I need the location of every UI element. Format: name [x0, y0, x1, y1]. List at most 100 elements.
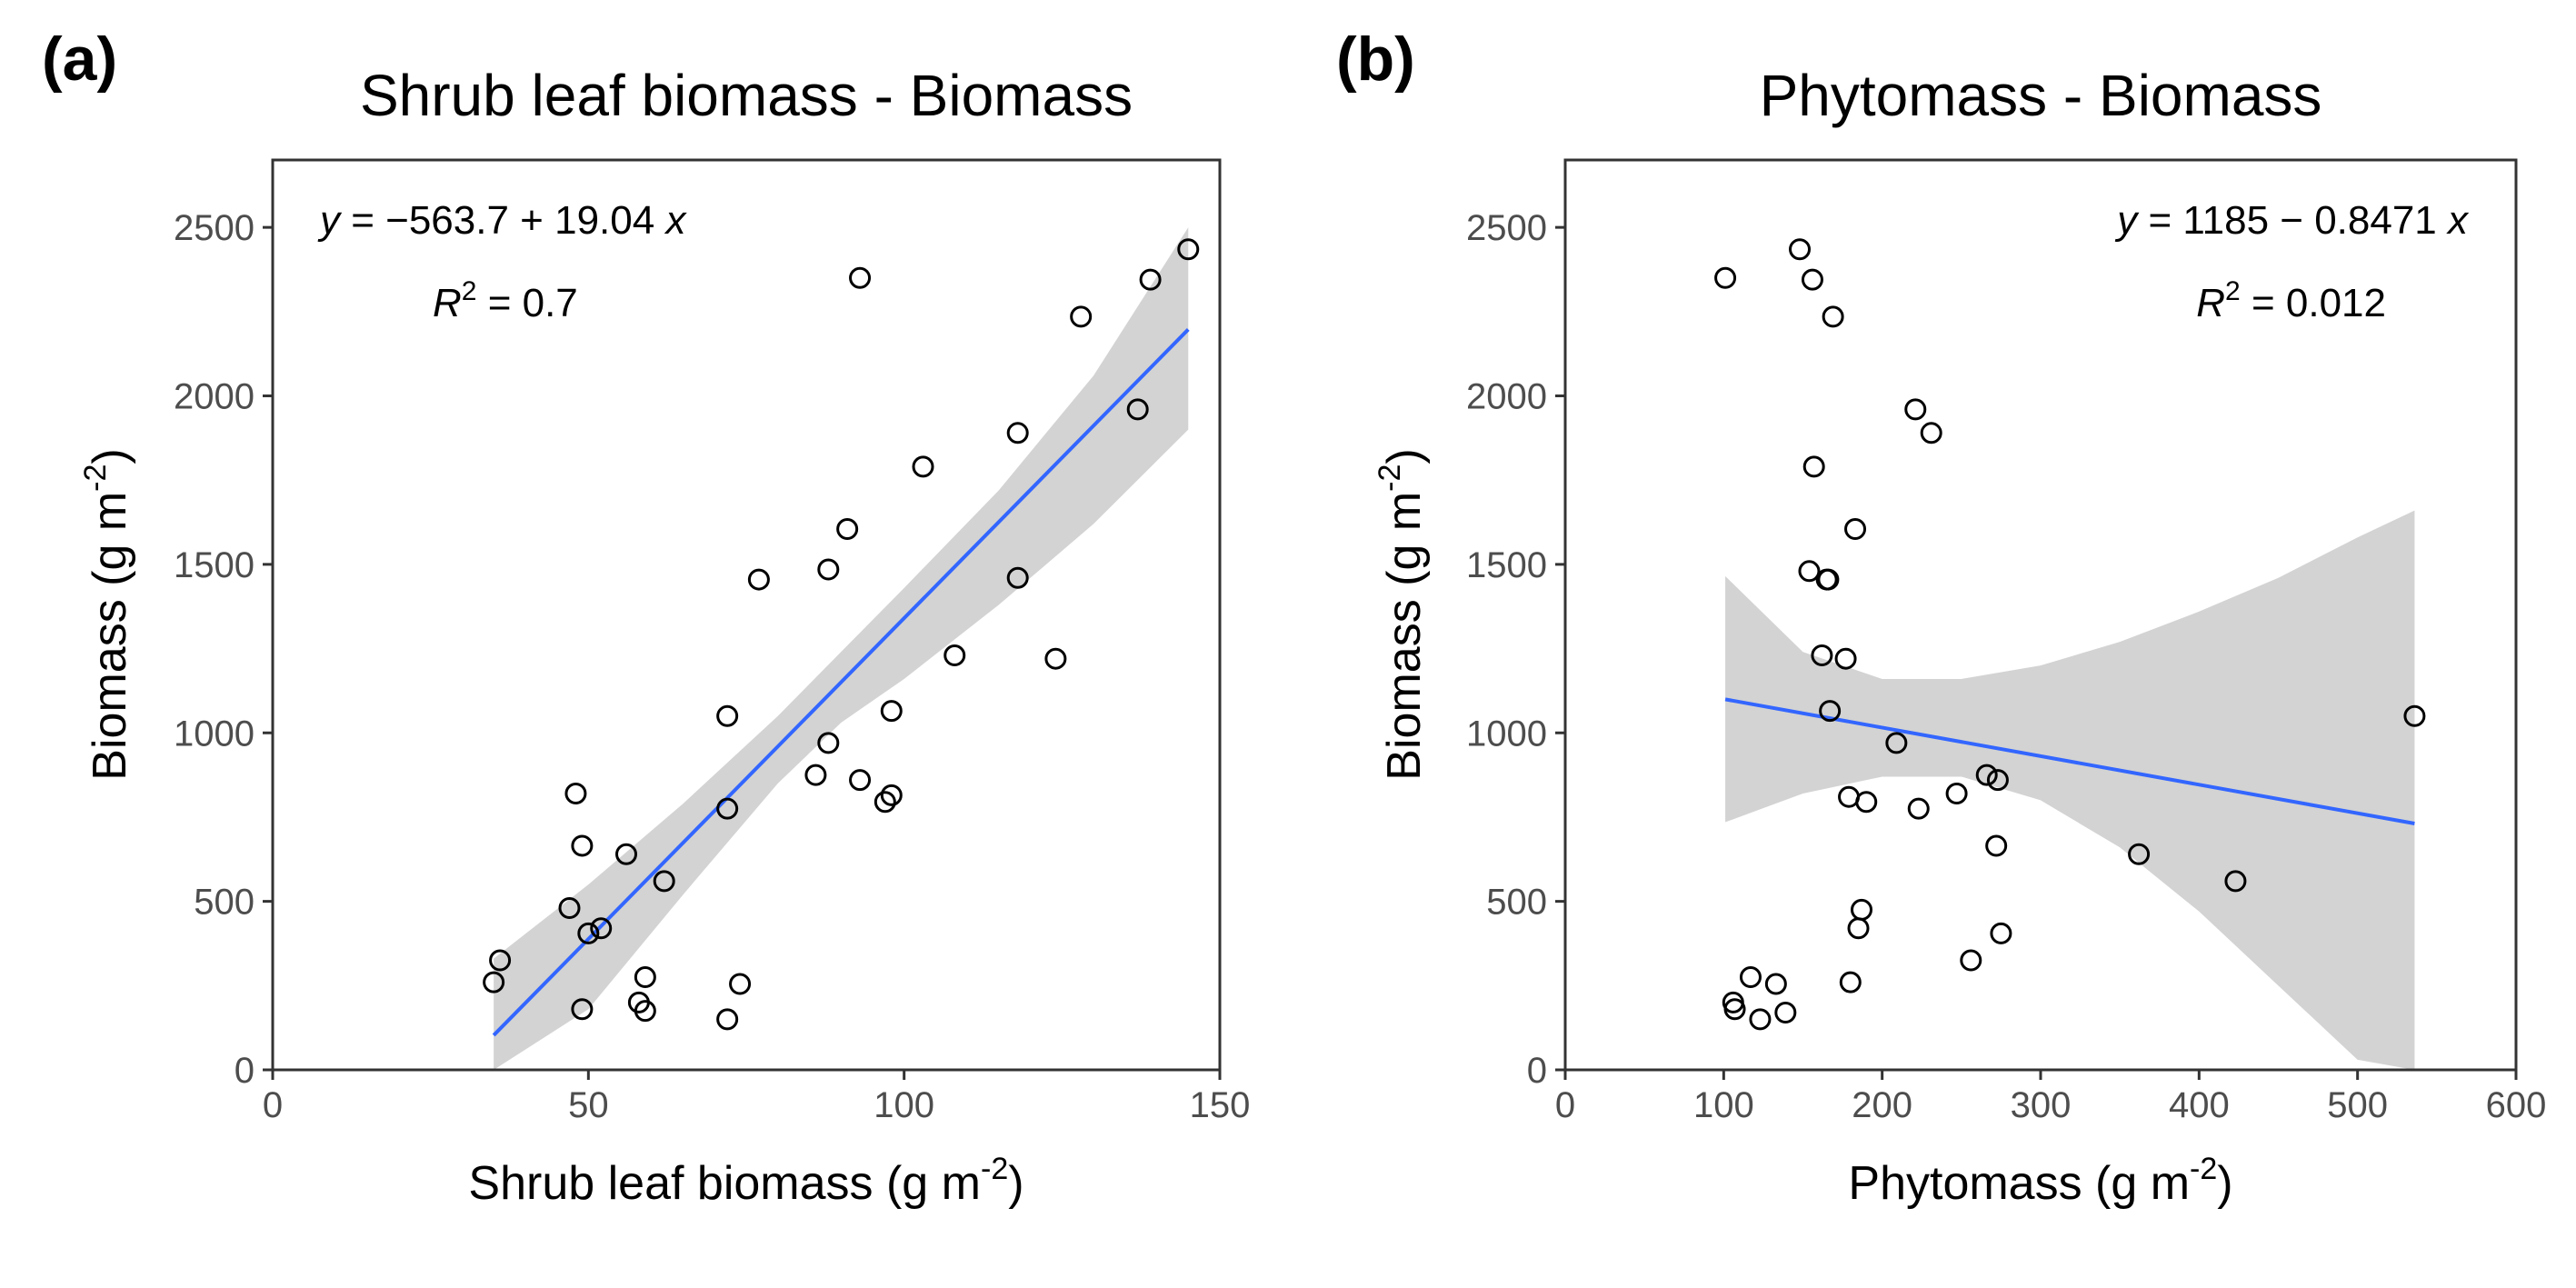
data-point: [804, 764, 827, 786]
data-point: [747, 568, 770, 591]
data-point: [1855, 791, 1878, 814]
data-point: [1904, 398, 1927, 421]
y-axis-label: Biomass (g m-2): [78, 448, 136, 780]
data-point: [1985, 834, 2008, 857]
data-point: [489, 949, 512, 972]
data-point: [1960, 949, 1982, 972]
x-tick-label: 300: [2011, 1085, 2072, 1125]
data-point: [817, 732, 840, 754]
x-tick-label: 600: [2486, 1085, 2547, 1125]
r-squared: R2 = 0.012: [2196, 276, 2386, 325]
panel-tag: (b): [1336, 25, 1415, 94]
data-point: [1070, 305, 1093, 328]
data-point: [1764, 973, 1787, 995]
confidence-band: [494, 227, 1189, 1071]
y-tick-label: 0: [235, 1051, 255, 1091]
y-axis-label: Biomass (g m-2): [1373, 448, 1431, 780]
data-point: [1819, 700, 1842, 723]
data-point: [1802, 455, 1825, 478]
data-point: [1789, 238, 1812, 261]
data-point: [2224, 870, 2247, 893]
data-point: [1139, 268, 1162, 291]
data-point: [571, 834, 594, 857]
x-tick-label: 50: [568, 1085, 609, 1125]
r-squared: R2 = 0.7: [433, 276, 578, 325]
data-point: [1844, 517, 1867, 540]
regression-equation: y = −563.7 + 19.04 x: [317, 198, 687, 243]
plot-frame: [271, 158, 1222, 1072]
data-point: [1006, 566, 1029, 589]
y-tick-label: 2500: [1466, 208, 1547, 248]
data-point: [716, 1008, 739, 1031]
y-tick-label: 1000: [1466, 714, 1547, 754]
regression-equation: y = 1185 − 0.8471 x: [2114, 198, 2470, 243]
data-point: [849, 769, 872, 792]
chart-title: Shrub leaf biomass - Biomass: [360, 63, 1133, 128]
data-point: [880, 784, 903, 806]
data-point: [912, 455, 934, 478]
data-point: [1839, 971, 1862, 993]
data-point: [849, 266, 872, 289]
data-point: [1990, 922, 2012, 944]
data-point: [590, 917, 613, 940]
data-point: [1847, 917, 1870, 940]
data-point: [1739, 966, 1762, 989]
panel-tag: (a): [42, 25, 117, 94]
x-tick-label: 150: [1190, 1085, 1251, 1125]
data-point: [1126, 398, 1149, 421]
data-point: [716, 704, 739, 727]
panel-b: 0 100 200 300 400 500 60005001000150020002500 …: [1336, 25, 2546, 1210]
x-axis-label: Phytomass (g m-2): [1848, 1152, 2232, 1210]
data-point: [1714, 266, 1737, 289]
data-point: [558, 897, 581, 920]
data-point: [577, 922, 600, 944]
x-axis-label: Shrub leaf biomass (g m-2): [468, 1152, 1023, 1210]
x-tick-label: 500: [2327, 1085, 2388, 1125]
y-tick-label: 1500: [1466, 545, 1547, 585]
data-point: [483, 971, 505, 993]
y-tick-label: 500: [1486, 883, 1547, 923]
chart-title: Phytomass - Biomass: [1760, 63, 2322, 128]
data-point: [944, 644, 966, 666]
data-point: [653, 870, 675, 893]
data-point: [729, 973, 752, 995]
data-point: [571, 998, 594, 1021]
data-point: [1851, 898, 1873, 921]
data-point: [1006, 422, 1029, 444]
data-point: [634, 966, 656, 989]
x-tick-label: 200: [1852, 1085, 1912, 1125]
data-point: [1907, 797, 1930, 820]
data-point: [836, 517, 859, 540]
y-tick-label: 500: [194, 883, 255, 923]
y-tick-label: 0: [1527, 1051, 1547, 1091]
data-point: [1044, 647, 1067, 670]
y-tick-label: 1500: [174, 545, 255, 585]
data-point: [1177, 238, 1200, 261]
x-tick-label: 100: [1693, 1085, 1754, 1125]
regression-line: [492, 328, 1190, 1037]
data-point: [1774, 1001, 1797, 1023]
data-point: [1945, 782, 1968, 804]
data-point: [1723, 998, 1746, 1021]
confidence-band: [1725, 510, 2415, 1070]
data-point: [1817, 568, 1840, 591]
data-point: [615, 843, 638, 865]
data-point: [1822, 305, 1844, 328]
data-point: [1834, 647, 1857, 670]
data-point: [634, 1000, 656, 1023]
data-point: [1885, 732, 1908, 754]
data-point: [1920, 422, 1942, 444]
data-point: [1986, 769, 2009, 792]
data-point: [1975, 764, 1998, 786]
data-point: [1801, 268, 1823, 291]
data-point: [1798, 560, 1821, 583]
y-tick-label: 2000: [1466, 377, 1547, 417]
data-point: [1811, 644, 1833, 666]
data-point: [2128, 843, 2151, 865]
data-point: [564, 782, 587, 804]
x-tick-label: 0: [1555, 1085, 1575, 1125]
x-tick-label: 0: [263, 1085, 283, 1125]
data-point: [874, 791, 896, 814]
